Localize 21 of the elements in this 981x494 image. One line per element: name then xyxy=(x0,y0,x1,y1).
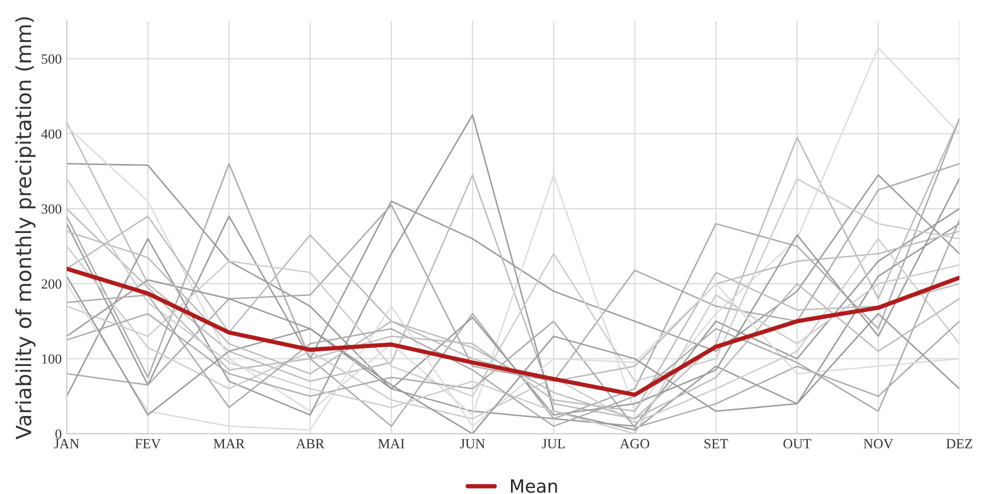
y-tick-label: 400 xyxy=(41,129,62,139)
y-tick-label: 100 xyxy=(42,354,62,364)
y-tick-label: 200 xyxy=(42,279,62,289)
y-axis-title: Variability of monthly precipitation (mm) xyxy=(15,17,36,440)
x-tick-label: JAN xyxy=(54,439,80,448)
x-tick-label: ABR xyxy=(296,439,324,448)
x-tick-label: NOV xyxy=(864,439,894,448)
y-tick-label: 300 xyxy=(42,204,62,214)
y-tick-label: 0 xyxy=(55,429,62,439)
line-series xyxy=(66,266,960,397)
legend-label: Mean xyxy=(511,479,557,493)
x-tick-label: MAR xyxy=(214,439,245,448)
x-tick-label: AGO xyxy=(620,439,650,448)
y-tick-label: 500 xyxy=(42,54,62,64)
x-tick-label: MAI xyxy=(378,439,404,448)
x-tick-label: JUN xyxy=(460,439,485,448)
x-tick-label: OUT xyxy=(783,439,812,448)
x-tick-label: DEZ xyxy=(946,439,972,448)
x-tick-label: SET xyxy=(704,439,728,448)
x-tick-label: JUL xyxy=(542,439,565,448)
x-tick-label: FEV xyxy=(135,439,161,448)
